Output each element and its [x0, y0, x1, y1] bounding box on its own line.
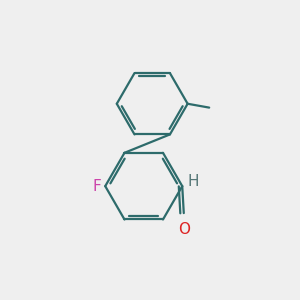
Text: O: O: [178, 222, 190, 237]
Text: H: H: [188, 174, 199, 189]
Text: F: F: [93, 178, 101, 194]
